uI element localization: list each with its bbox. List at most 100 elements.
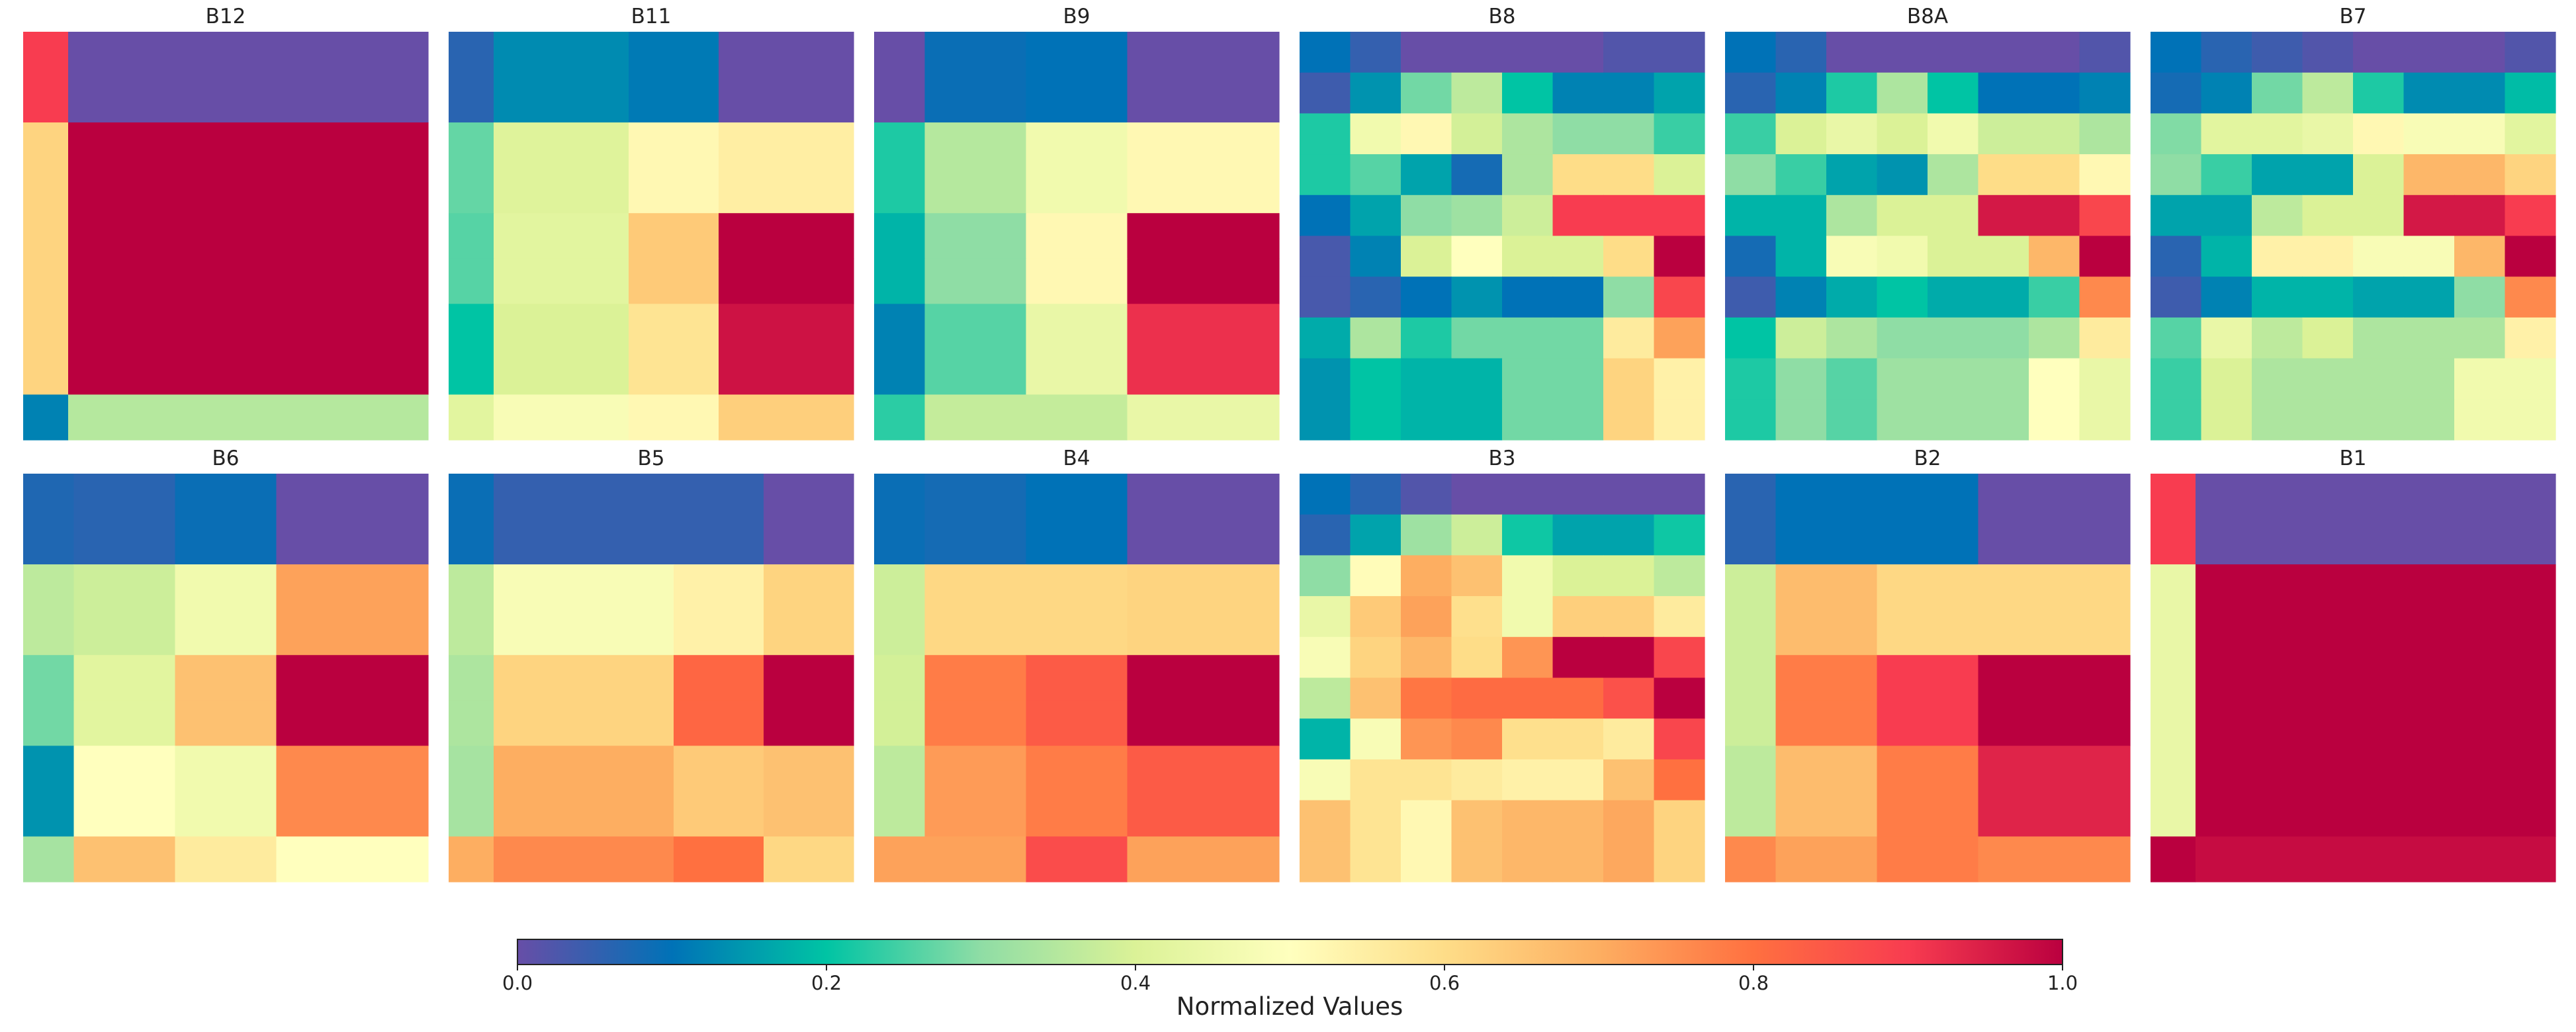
heatmap-cell [1725,358,1777,400]
heatmap-cell [2454,113,2506,155]
heatmap-cell [2252,194,2303,237]
heatmap-cell [1826,277,1878,318]
heatmap-cell [1552,236,1604,277]
heatmap-cell [1127,564,1280,656]
heatmap-cell [1300,32,1351,73]
heatmap-cell [1401,514,1452,556]
panel-title: B12 [206,5,246,28]
heatmap-cell [1928,32,1979,73]
heatmap-cell [1603,399,1655,441]
heatmap-cell [1654,154,1705,196]
heatmap-cell [494,304,629,396]
panel-title: B8 [1489,5,1516,28]
heatmap-cell [874,655,926,701]
heatmap-cell [1552,277,1604,318]
heatmap-cell [2353,154,2405,196]
heatmap-cell [1300,514,1351,556]
heatmap-cell [2196,474,2556,565]
heatmap-cell [1300,800,1351,841]
heatmap-cell [1300,358,1351,400]
heatmap-cell [1775,194,1827,237]
panel-title: B8A [1907,5,1948,28]
heatmap-cell [1654,718,1705,760]
heatmap-cell [2505,72,2556,114]
heatmap-cell [2196,564,2556,838]
heatmap-cell [1026,394,1128,441]
heatmap-cell [1725,277,1777,318]
heatmap-cell [2151,154,2202,196]
panel-title: B4 [1063,447,1090,470]
heatmap-cell [2079,72,2131,114]
heatmap-cell [1775,564,1878,656]
heatmap-cell [494,746,674,838]
heatmap-cell [1502,596,1554,638]
heatmap-cell [2252,72,2303,114]
heatmap-cell [2029,277,2080,318]
heatmap-cell [1451,277,1503,318]
heatmap-cell [1654,113,1705,155]
heatmap-cell [1350,718,1401,760]
colorbar-tick-label: 1.0 [2047,972,2078,994]
heatmap-cell [1026,32,1128,123]
heatmap-cell [1401,194,1452,237]
heatmap-cell [629,32,719,123]
heatmap-cell [1502,317,1554,359]
heatmap-cell [1127,474,1280,565]
heatmap-cell [1603,32,1655,73]
heatmap-cell [175,474,277,565]
heatmap-cell [874,564,926,656]
heatmap-cell [2151,836,2196,882]
heatmap-cell [1775,72,1827,114]
panel-title: B5 [638,447,665,470]
heatmap-cell [924,474,1027,565]
heatmap-cell [1552,596,1604,638]
heatmap-cell [924,746,1027,838]
heatmap-cell [1603,800,1655,841]
heatmap-cell [23,700,75,746]
heatmap-cell [924,700,1027,746]
heatmap-cell [1502,718,1554,760]
heatmap-cell [2353,399,2405,441]
heatmap-cell [1127,213,1280,259]
heatmap-cell [449,32,494,123]
panel-b1: B1 [2151,447,2556,882]
heatmap-cell [1603,113,1655,155]
heatmap-cell [2353,358,2405,400]
heatmap-cell [1300,317,1351,359]
heatmap-cell [1300,596,1351,638]
colorbar-label: Normalized Values [1177,992,1403,1021]
heatmap-cell [2505,32,2556,73]
colorbar-tick-label: 0.2 [811,972,842,994]
heatmap-cell [1451,718,1503,760]
heatmap-cell [73,655,176,701]
heatmap-cell [1401,399,1452,441]
heatmap-cell [2403,113,2455,155]
heatmap-cell [1826,32,1878,73]
heatmap-cell [2403,154,2455,196]
heatmap-cell [2302,72,2354,114]
heatmap-cell [1127,258,1280,304]
colorbar-tick-label: 0.8 [1738,972,1769,994]
heatmap-cell [1928,358,1979,400]
heatmap-cell [1826,113,1878,155]
heatmap-cell [449,474,494,565]
heatmap-cell [674,746,764,838]
heatmap-cell [1877,194,1928,237]
heatmap-cell [1603,358,1655,400]
heatmap-cell [1978,746,2131,838]
heatmap-cell [2151,236,2202,277]
heatmap-cell [2201,399,2252,441]
heatmap-cell [874,474,926,565]
heatmap-cell [1350,474,1401,515]
heatmap-cell [1603,596,1655,638]
heatmap-cell [1026,655,1128,701]
panel-b4: B4 [874,447,1280,882]
heatmap-cell [1300,154,1351,196]
heatmap-cell [924,32,1027,123]
heatmap-cell [2201,277,2252,318]
heatmap-cell [1725,32,1777,73]
heatmap-cell [1877,746,1979,838]
heatmap-cell [1451,596,1503,638]
heatmap-cell [68,122,429,396]
heatmap-cell [2029,72,2080,114]
